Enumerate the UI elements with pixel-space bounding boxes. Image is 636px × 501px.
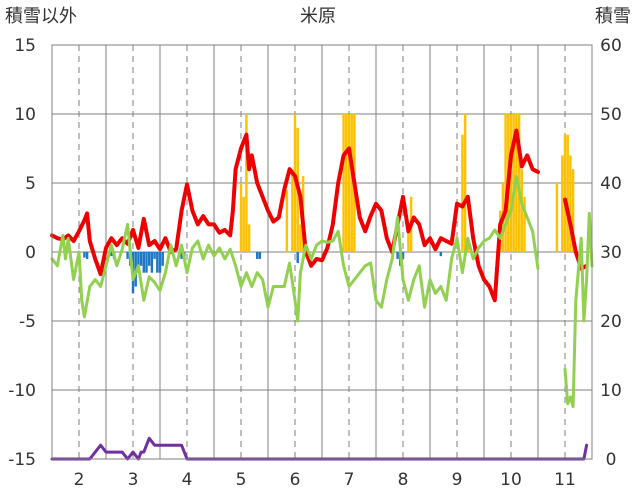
bar	[247, 224, 251, 252]
x-tick: 2	[74, 470, 85, 490]
bar	[461, 134, 464, 252]
left-axis-label: 積雪以外	[5, 6, 77, 27]
bar	[342, 114, 345, 252]
bar	[161, 252, 164, 266]
bar	[407, 224, 410, 252]
bar	[520, 169, 524, 252]
bar	[242, 196, 245, 252]
bar	[83, 252, 86, 258]
bar	[396, 252, 399, 259]
x-tick: 4	[182, 470, 193, 490]
bar	[299, 224, 302, 252]
y-tick-left: 0	[25, 243, 36, 263]
bar	[110, 252, 113, 257]
bar	[571, 169, 575, 252]
y-tick-left: -5	[19, 312, 36, 332]
y-tick-left: 15	[14, 36, 36, 56]
bar	[509, 114, 513, 252]
bar	[150, 252, 154, 273]
bar	[345, 114, 348, 252]
bar	[255, 252, 259, 259]
y-tick-right: 60	[600, 36, 622, 56]
bar	[126, 252, 129, 259]
bar	[566, 134, 569, 252]
y-tick-right: 0	[606, 450, 617, 470]
bar	[139, 252, 143, 266]
x-tick: 9	[452, 470, 463, 490]
x-tick: 6	[290, 470, 301, 490]
bar	[463, 114, 467, 252]
bar	[555, 183, 559, 252]
y-tick-right: 50	[600, 105, 622, 125]
purple-series-line	[50, 436, 589, 461]
x-tick: 3	[128, 470, 139, 490]
bar	[142, 252, 146, 273]
bar	[350, 114, 353, 252]
bar	[258, 252, 262, 259]
green-series-line	[563, 211, 594, 409]
y-tick-left: -15	[8, 450, 36, 470]
bar	[439, 252, 443, 257]
bar	[285, 189, 289, 252]
chart-title: 米原	[300, 6, 336, 27]
series-lines	[50, 128, 594, 461]
bar	[156, 252, 159, 273]
bar	[569, 155, 572, 252]
x-tick: 11	[554, 470, 576, 490]
bar	[512, 114, 515, 252]
bar	[504, 114, 507, 252]
y-tick-right: 10	[600, 381, 622, 401]
bar	[180, 252, 183, 259]
bar	[145, 252, 148, 273]
x-tick: 8	[398, 470, 409, 490]
bar	[85, 252, 89, 259]
bar	[245, 114, 248, 252]
y-tick-right: 20	[600, 312, 622, 332]
y-tick-left: -10	[8, 381, 36, 401]
bar	[561, 155, 564, 252]
bar	[239, 183, 243, 252]
x-tick: 10	[500, 470, 522, 490]
bar	[563, 134, 567, 252]
bar	[153, 252, 156, 259]
plot-frame	[51, 44, 593, 460]
bar	[158, 252, 162, 273]
y-tick-right: 40	[600, 174, 622, 194]
x-tick: 5	[236, 470, 247, 490]
bar	[523, 196, 526, 252]
green-series-line	[50, 174, 540, 323]
y-tick-left: 5	[25, 174, 36, 194]
right-axis-label: 積雪	[595, 6, 631, 27]
y-tick-left: 10	[14, 105, 36, 125]
y-tick-right: 30	[600, 243, 622, 263]
bars	[83, 114, 575, 294]
x-tick: 7	[344, 470, 355, 490]
bar	[296, 252, 299, 264]
bar	[137, 252, 140, 273]
bar	[401, 252, 405, 259]
bar	[291, 169, 294, 252]
bar	[347, 114, 351, 252]
bar	[147, 252, 151, 266]
